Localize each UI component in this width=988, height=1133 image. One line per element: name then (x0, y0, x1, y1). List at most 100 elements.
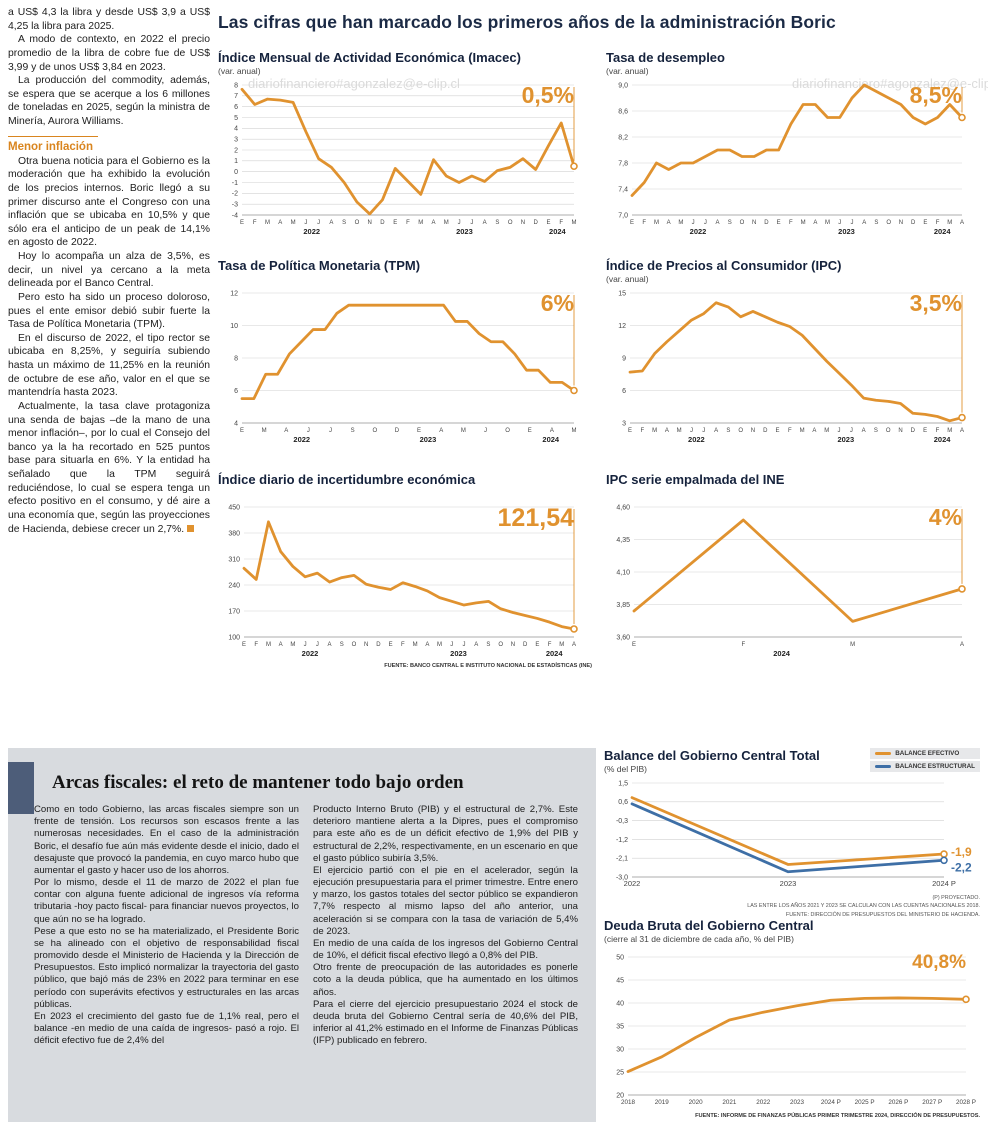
chart-title: Índice Mensual de Actividad Económica (I… (218, 50, 521, 65)
svg-text:E: E (242, 642, 246, 648)
svg-text:-1,2: -1,2 (616, 837, 628, 844)
svg-text:-4: -4 (232, 212, 238, 219)
svg-text:8: 8 (234, 355, 238, 362)
svg-text:M: M (266, 642, 271, 648)
svg-text:A: A (439, 428, 443, 434)
svg-text:J: J (851, 220, 854, 226)
svg-text:F: F (406, 220, 410, 226)
svg-text:A: A (278, 220, 282, 226)
svg-text:F: F (548, 642, 552, 648)
fiscal-column-1: Como en todo Gobierno, las arcas fiscale… (34, 804, 299, 1047)
svg-text:E: E (628, 428, 632, 434)
svg-text:A: A (279, 642, 283, 648)
svg-text:2022: 2022 (690, 227, 707, 236)
svg-text:10: 10 (230, 323, 238, 330)
svg-text:A: A (425, 642, 429, 648)
svg-text:M: M (572, 428, 577, 434)
chart-title: Índice diario de incertidumbre económica (218, 472, 476, 487)
svg-text:S: S (486, 642, 490, 648)
svg-text:O: O (508, 220, 513, 226)
chart-card-ipc-ine: IPC serie empalmada del INE 4,60 4,35 4,10… (606, 472, 980, 661)
svg-text:8: 8 (234, 82, 238, 89)
svg-text:F: F (253, 220, 257, 226)
fiscal-paragraph: En medio de una caída de los ingresos de… (313, 937, 578, 962)
svg-text:12: 12 (618, 323, 626, 330)
svg-text:J: J (838, 220, 841, 226)
article-paragraph: a US$ 4,3 la libra y desde US$ 3,9 a US$… (8, 7, 210, 32)
svg-text:E: E (632, 642, 636, 648)
svg-text:M: M (265, 220, 270, 226)
svg-text:20: 20 (616, 1092, 624, 1099)
svg-text:-1,9: -1,9 (951, 845, 972, 859)
svg-text:2024: 2024 (542, 435, 560, 444)
svg-text:J: J (317, 220, 320, 226)
top-charts-source-note: FUENTE: BANCO CENTRAL E INSTITUTO NACION… (384, 663, 592, 669)
chart-card-balance: Balance del Gobierno Central Total (% de… (604, 748, 980, 919)
svg-text:4,60: 4,60 (616, 504, 630, 511)
svg-text:A: A (960, 220, 964, 226)
svg-text:M: M (444, 220, 449, 226)
svg-text:E: E (417, 428, 421, 434)
chart-card-uncertainty: Índice diario de incertidumbre económica… (218, 472, 592, 669)
svg-text:50: 50 (616, 954, 624, 961)
balance-legend: BALANCE EFECTIVO BALANCE ESTRUCTURAL (870, 748, 980, 774)
svg-text:2026 P: 2026 P (888, 1099, 908, 1106)
note-line: LAS ENTRE LOS AÑOS 2021 Y 2023 SE CALCUL… (747, 903, 980, 910)
svg-text:O: O (352, 642, 357, 648)
svg-text:2023: 2023 (456, 227, 473, 236)
svg-text:M: M (654, 220, 659, 226)
chart-value-label: 6% (540, 290, 574, 316)
svg-text:S: S (340, 642, 344, 648)
svg-text:380: 380 (228, 530, 240, 537)
svg-text:S: S (495, 220, 499, 226)
svg-text:3,85: 3,85 (616, 602, 630, 609)
svg-text:A: A (716, 220, 720, 226)
svg-text:F: F (401, 642, 405, 648)
svg-text:M: M (291, 220, 296, 226)
svg-text:S: S (351, 428, 355, 434)
svg-text:O: O (355, 220, 360, 226)
svg-text:-2,1: -2,1 (616, 856, 628, 863)
svg-text:D: D (534, 220, 539, 226)
svg-text:A: A (328, 642, 332, 648)
svg-text:O: O (886, 220, 891, 226)
svg-text:D: D (376, 642, 381, 648)
svg-text:N: N (368, 220, 372, 226)
svg-text:8,2: 8,2 (618, 134, 628, 141)
svg-text:O: O (886, 428, 891, 434)
note-line: FUENTE: DIRECCIÓN DE PRESUPUESTOS DEL MI… (785, 911, 980, 918)
fiscal-article-box: Arcas fiscales: el reto de mantener todo… (8, 748, 596, 1122)
svg-text:E: E (240, 428, 244, 434)
chart-card-ipc: Índice de Precios al Consumidor (IPC) (v… (606, 258, 980, 447)
svg-text:7: 7 (234, 93, 238, 100)
svg-text:2022: 2022 (688, 435, 705, 444)
svg-text:15: 15 (618, 290, 626, 297)
svg-text:A: A (813, 220, 817, 226)
svg-text:2020: 2020 (689, 1099, 704, 1106)
svg-text:M: M (437, 642, 442, 648)
svg-text:170: 170 (228, 608, 240, 615)
svg-text:2023: 2023 (780, 879, 797, 888)
svg-text:A: A (714, 428, 718, 434)
legend-item: BALANCE EFECTIVO (870, 748, 980, 759)
article-paragraph: A modo de contexto, en 2022 el precio pr… (8, 34, 210, 73)
fiscal-paragraph: Otro frente de preocupación de las autor… (313, 962, 578, 998)
article-paragraph: En el discurso de 2022, el tipo rector s… (8, 332, 210, 399)
svg-text:3: 3 (622, 420, 626, 427)
svg-text:-2: -2 (232, 191, 238, 198)
svg-text:-2,2: -2,2 (951, 860, 972, 874)
svg-text:J: J (304, 642, 307, 648)
article-paragraph: Actualmente, la tasa clave protagoniza u… (8, 400, 210, 536)
fiscal-paragraph: Pese a que esto no se ha materializado, … (34, 925, 299, 1010)
svg-text:450: 450 (228, 504, 240, 511)
svg-text:45: 45 (616, 977, 624, 984)
chart-subtitle (606, 488, 980, 499)
svg-text:6: 6 (234, 388, 238, 395)
svg-text:M: M (418, 220, 423, 226)
svg-text:E: E (923, 428, 927, 434)
chart-value-label: 8,5% (909, 82, 962, 108)
svg-text:7,8: 7,8 (618, 160, 628, 167)
svg-text:-3: -3 (232, 202, 238, 209)
